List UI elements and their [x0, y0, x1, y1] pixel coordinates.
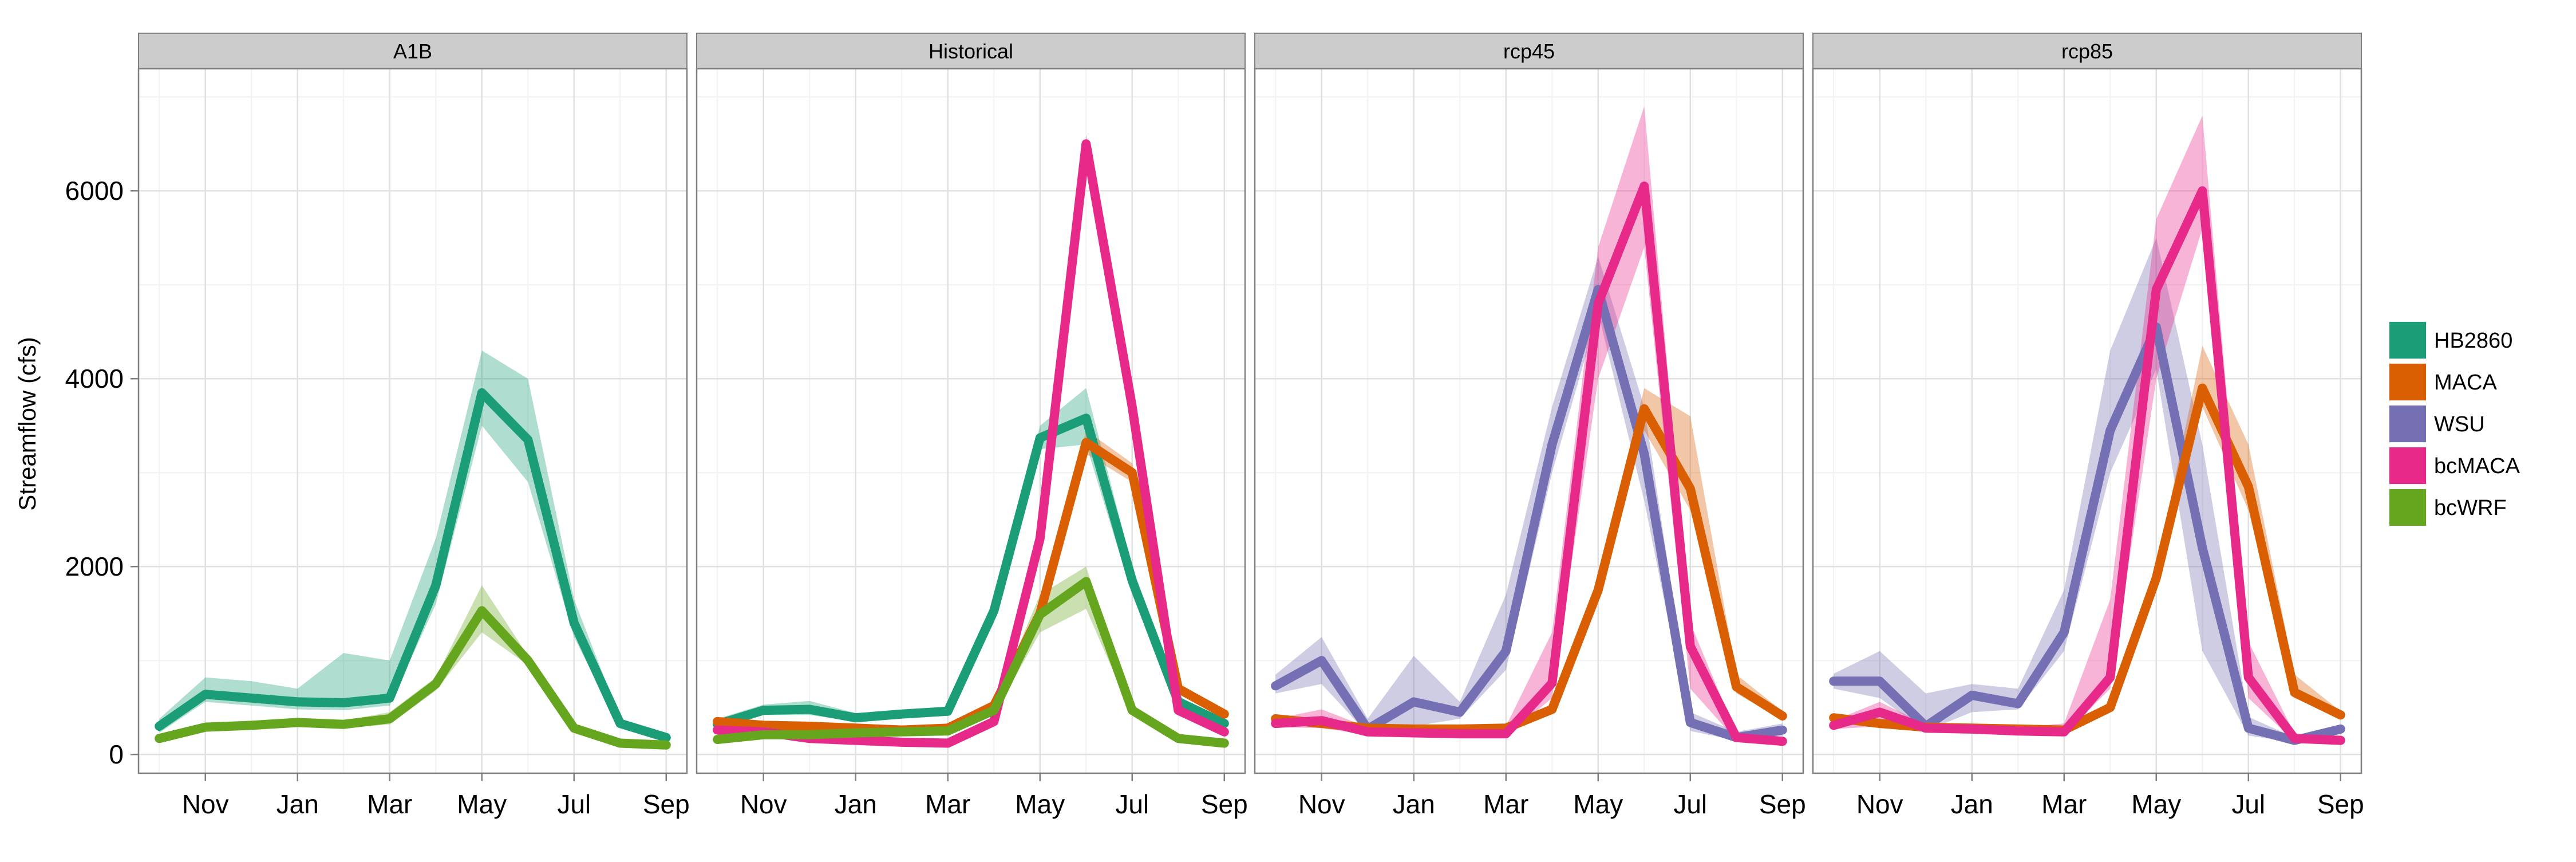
ribbon-wsu: [1834, 238, 2341, 742]
panel-border: [1812, 68, 2362, 774]
x-tick-label: Jan: [1951, 789, 1993, 819]
legend-key-swatch: [2389, 489, 2426, 526]
x-tick-label: Mar: [925, 789, 970, 819]
series-line-hb2860: [713, 414, 1229, 729]
plot-background: [1255, 69, 1803, 773]
series-line-bcmaca: [1271, 182, 1787, 746]
x-tick-label: Jan: [1393, 789, 1435, 819]
facet-strip-label: rcp85: [2061, 40, 2113, 63]
series-line-bcmaca: [1829, 186, 2345, 745]
x-tick-label: Jul: [1673, 789, 1707, 819]
x-tick-label: May: [1015, 789, 1065, 819]
y-axis-label: Streamflow (cfs): [14, 337, 41, 510]
x-tick-label: Sep: [1759, 789, 1806, 819]
legend-item-maca: MACA: [2388, 362, 2497, 402]
y-tick-label: 0: [109, 739, 124, 769]
x-tick-label: Sep: [643, 789, 690, 819]
panels-layer: A1B Nov Jan Mar May Jul Sep 0 2000 4000 6000 Histor…: [65, 33, 2364, 819]
series-line-wsu: [1829, 322, 2345, 745]
facet-strip: [138, 33, 688, 69]
x-tick-label: Jul: [2231, 789, 2265, 819]
y-tick-label: 2000: [65, 552, 124, 581]
series-line-bcwrf: [155, 606, 671, 750]
legend-label: bcWRF: [2434, 496, 2507, 520]
x-tick-label: Nov: [1856, 789, 1903, 819]
legend-key-swatch: [2389, 406, 2426, 442]
x-tick-label: Sep: [2317, 789, 2364, 819]
plot-background: [139, 69, 687, 773]
legend-key-swatch: [2389, 447, 2426, 484]
legend-item-bcmaca: bcMACA: [2388, 446, 2520, 486]
legend-label: WSU: [2434, 412, 2485, 436]
x-tick-label: Nov: [740, 789, 787, 819]
legend-label: MACA: [2434, 371, 2497, 395]
y-tick-label: 6000: [65, 176, 124, 206]
legend: HB2860 MACA WSU bcMACA bcWRF: [2388, 320, 2520, 528]
series-line-wsu: [1271, 285, 1787, 742]
x-tick-label: Jan: [276, 789, 319, 819]
x-tick-label: Jul: [1115, 789, 1149, 819]
plot-background: [1813, 69, 2361, 773]
facet-strip-label: A1B: [393, 40, 432, 63]
legend-key-swatch: [2389, 322, 2426, 359]
y-tick-label: 4000: [65, 364, 124, 393]
x-tick-label: Mar: [2041, 789, 2087, 819]
facet-strip: [1812, 33, 2362, 69]
panel-border: [696, 68, 1246, 774]
series-line-bcwrf: [713, 577, 1229, 748]
panel-rcp85: rcp85 Nov Jan Mar May Jul Sep: [1812, 33, 2364, 819]
facet-strip-label: rcp45: [1503, 40, 1555, 63]
legend-item-bcwrf: bcWRF: [2388, 487, 2507, 528]
legend-label: HB2860: [2434, 329, 2512, 353]
legend-item-hb2860: HB2860: [2388, 320, 2512, 360]
x-tick-label: Nov: [182, 789, 229, 819]
panel-historical: Historical Nov Jan Mar May Jul Sep: [696, 33, 1248, 819]
facet-strip: [696, 33, 1246, 69]
x-tick-label: Jan: [835, 789, 877, 819]
facet-strip-label: Historical: [929, 40, 1013, 63]
legend-label: bcMACA: [2434, 454, 2520, 478]
legend-item-wsu: WSU: [2388, 404, 2485, 444]
x-tick-label: May: [2131, 789, 2181, 819]
ribbon-hb2860: [159, 351, 666, 741]
panel-border: [1254, 68, 1804, 774]
x-tick-label: Nov: [1298, 789, 1345, 819]
x-tick-label: Mar: [367, 789, 412, 819]
panel-rcp45: rcp45 Nov Jan Mar May Jul Sep: [1254, 33, 1806, 819]
panel-border: [137, 68, 688, 774]
x-tick-label: May: [457, 789, 507, 819]
panel-a1b: A1B Nov Jan Mar May Jul Sep 0 2000 4000 6000: [65, 33, 690, 819]
facet-strip: [1254, 33, 1804, 69]
x-tick-label: Jul: [557, 789, 591, 819]
x-tick-label: Sep: [1201, 789, 1248, 819]
series-line-hb2860: [155, 388, 671, 742]
legend-key-swatch: [2389, 364, 2426, 400]
x-tick-label: May: [1573, 789, 1623, 819]
x-tick-label: Mar: [1483, 789, 1528, 819]
